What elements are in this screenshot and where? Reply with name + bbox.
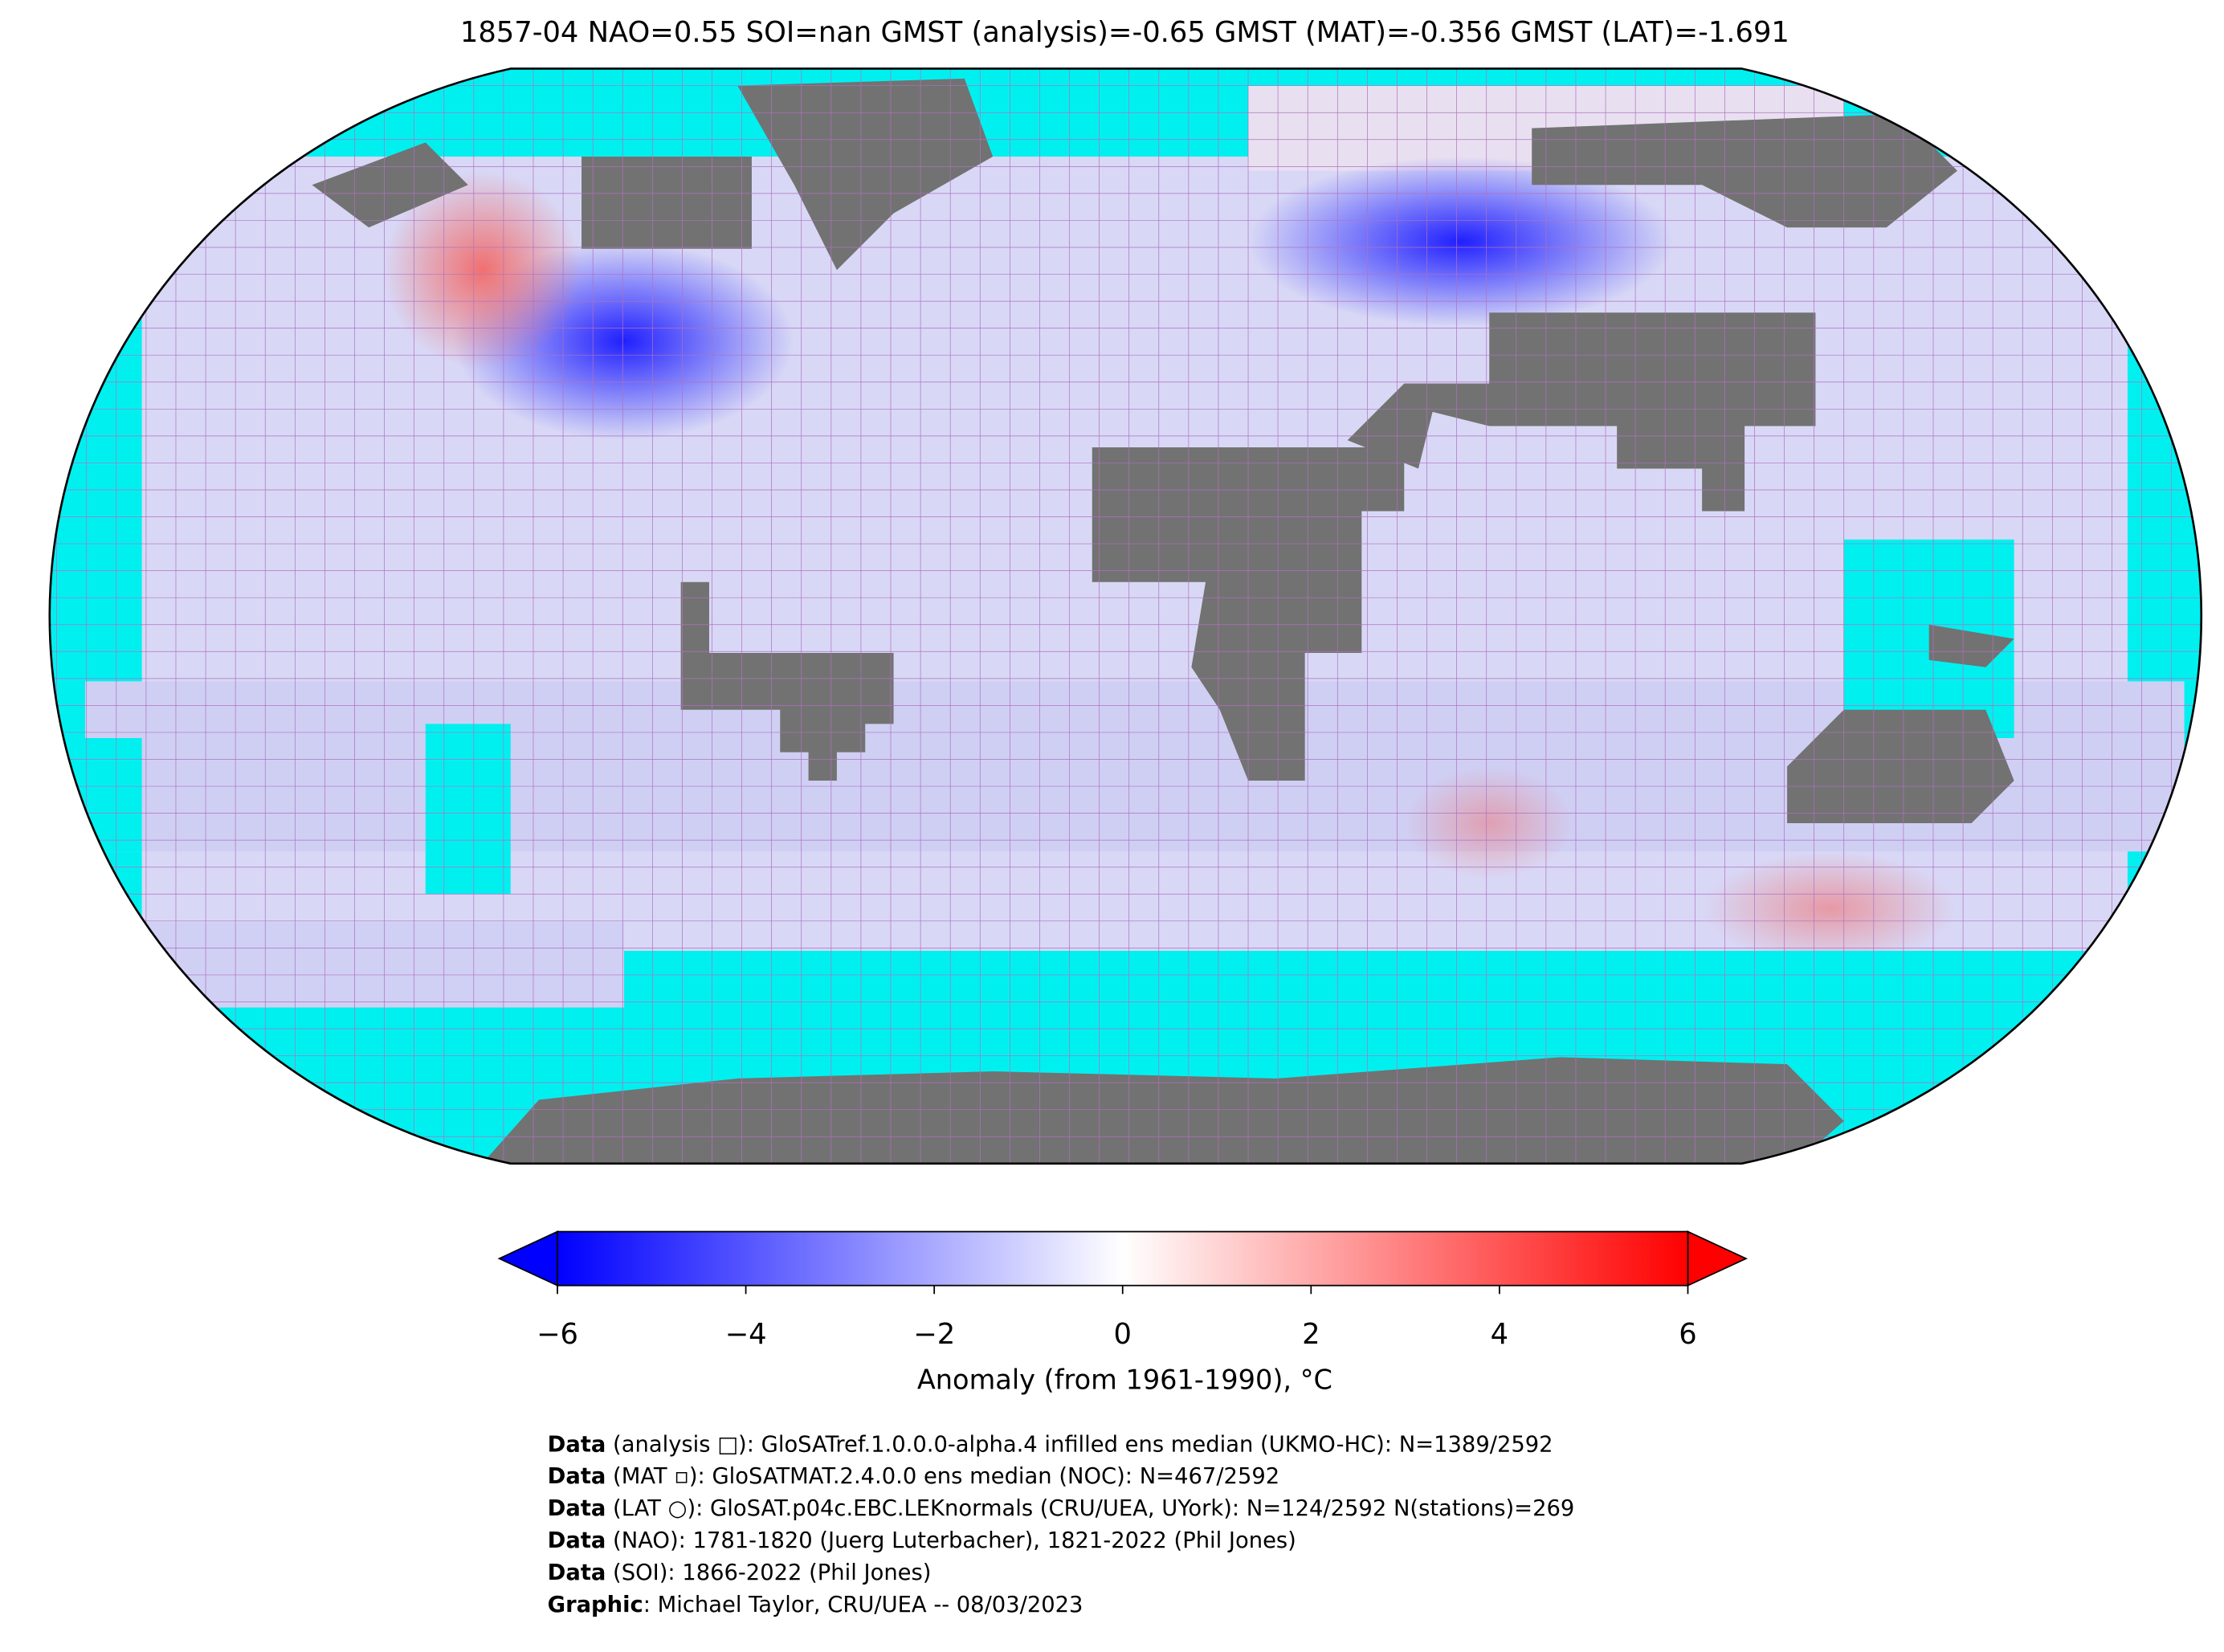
footer-text: (MAT ▫): GloSATMAT.2.4.0.0 ens median (N… [606,1464,1279,1489]
footer-line: Graphic: Michael Taylor, CRU/UEA -- 08/0… [548,1593,1083,1617]
cold-anomaly [1248,156,1674,327]
footer-line: Data (LAT ○): GloSAT.p04c.EBC.LEKnormals… [548,1496,1575,1521]
footer: Data (analysis □): GloSATref.1.0.0.0-alp… [548,1432,1575,1617]
footer-label: Data [548,1560,606,1585]
footer-label: Graphic [548,1593,643,1617]
title: 1857-04 NAO=0.55 SOI=nan GMST (analysis)… [460,16,1789,49]
footer-label: Data [548,1432,606,1457]
colorbar-label: Anomaly (from 1961-1990), °C [917,1364,1332,1396]
warm-anomaly [1404,766,1575,880]
footer-text: (SOI): 1866-2022 (Phil Jones) [606,1560,931,1585]
colorbar-tick-label: −2 [913,1318,955,1351]
map-border [48,67,2203,1165]
colorbar-tick-label: −4 [725,1318,767,1351]
colorbar-tick-label: −6 [537,1318,578,1351]
footer-text: : Michael Taylor, CRU/UEA -- 08/03/2023 [643,1593,1083,1617]
colorbar-extend-high [1687,1230,1748,1287]
footer-line: Data (NAO): 1781-1820 (Juerg Luterbacher… [548,1528,1296,1553]
footer-text: (LAT ○): GloSAT.p04c.EBC.LEKnormals (CRU… [606,1496,1574,1521]
warm-anomaly [1702,851,1958,965]
map [49,68,2202,1164]
colorbar: −6 −4 −2 0 2 4 6 [497,1230,1748,1351]
ocean-missing [56,738,142,852]
footer-label: Data [548,1464,606,1489]
colorbar-extend-low [497,1230,558,1287]
colorbar-tick-label: 2 [1302,1318,1320,1351]
footer-line: Data (analysis □): GloSATref.1.0.0.0-alp… [548,1432,1553,1457]
footer-text: (NAO): 1781-1820 (Juerg Luterbacher), 18… [606,1528,1296,1553]
footer-label: Data [548,1528,606,1553]
colorbar-tick-label: 6 [1679,1318,1696,1351]
footer-line: Data (SOI): 1866-2022 (Phil Jones) [548,1560,932,1585]
colorbar-tick-label: 4 [1491,1318,1508,1351]
colorbar-ramp [557,1230,1689,1287]
footer-text: (analysis □): GloSATref.1.0.0.0-alpha.4 … [606,1432,1553,1457]
footer-label: Data [548,1496,606,1521]
colorbar-tick-label: 0 [1114,1318,1132,1351]
footer-line: Data (MAT ▫): GloSATMAT.2.4.0.0 ens medi… [548,1464,1280,1489]
anomaly-field [141,922,625,1008]
ocean-missing [425,724,511,895]
